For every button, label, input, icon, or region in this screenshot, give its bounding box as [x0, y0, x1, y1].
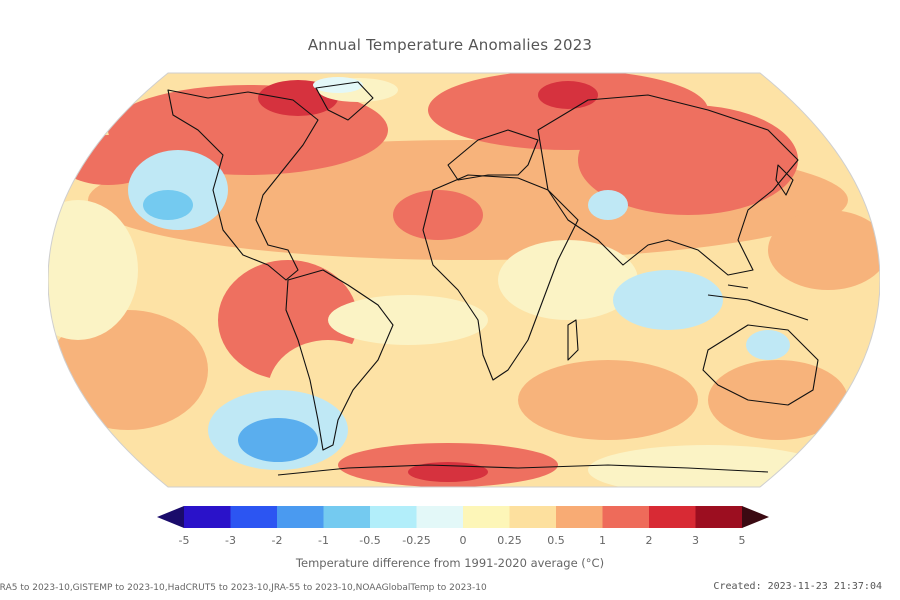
map-border [47, 72, 881, 488]
colorbar-label: Temperature difference from 1991-2020 av… [295, 556, 605, 570]
colorbar-segment [649, 506, 696, 528]
colorbar-tick-label: 0.25 [497, 534, 522, 547]
colorbar-tick-label: -2 [271, 534, 283, 547]
colorbar-over-arrow [742, 506, 769, 528]
created-timestamp: Created: 2023-11-23 21:37:04 [713, 581, 882, 592]
colorbar-tick-label: -5 [178, 534, 190, 547]
colorbar-tick-label: 3 [692, 534, 699, 547]
colorbar-segment [230, 506, 278, 528]
colorbar-tick-label: 2 [645, 534, 653, 547]
colorbar-segment [184, 506, 231, 528]
colorbar-segment [277, 506, 324, 528]
coastlines [167, 81, 819, 476]
colorbar-segment [556, 506, 603, 528]
colorbar-tick-label: 0.5 [547, 534, 565, 547]
colorbar-segment [416, 506, 464, 528]
colorbar-tick-label: -3 [225, 534, 236, 547]
colorbar-segment [509, 506, 557, 528]
colorbar-tick-label: -0.5 [359, 534, 381, 547]
colorbar-segment [695, 506, 743, 528]
colorbar-segment [323, 506, 371, 528]
colorbar-segment [370, 506, 417, 528]
colorbar-tick-label: 5 [738, 534, 746, 547]
colorbar-under-arrow [157, 506, 184, 528]
anomaly-field [48, 73, 880, 487]
data-sources: ERA5 to 2023-10,GISTEMP to 2023-10,HadCR… [0, 583, 487, 593]
colorbar [157, 506, 769, 528]
colorbar-tick-label: 0 [459, 534, 467, 547]
colorbar-ticks: -5 -3 -2 -1 -0.5 -0.25 0 0.25 0.5 1 2 3 5 [0, 534, 900, 550]
colorbar-tick-label: -1 [318, 534, 329, 547]
colorbar-tick-label: 1 [599, 534, 606, 547]
colorbar-tick-label: -0.25 [402, 534, 431, 547]
world-map [47, 70, 881, 490]
chart-title: Annual Temperature Anomalies 2023 [307, 36, 593, 54]
colorbar-segment [602, 506, 650, 528]
colorbar-segment [463, 506, 510, 528]
